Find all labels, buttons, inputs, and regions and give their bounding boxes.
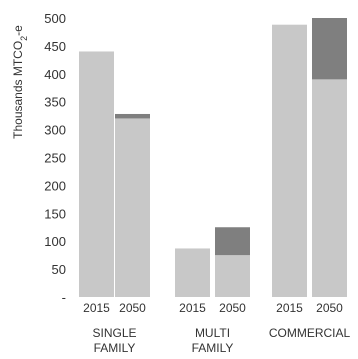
bars: [79, 18, 347, 298]
y-tick-label: 250: [44, 151, 66, 166]
y-axis-title-main: Thousands MTCO: [11, 41, 25, 139]
bar-base-segment: [115, 118, 150, 297]
y-tick-label: 400: [44, 67, 66, 82]
y-tick-label: 100: [44, 234, 66, 249]
y-tick-label: -: [62, 290, 66, 305]
group-label: SINGLE: [92, 326, 136, 340]
x-tick-year-label: 2015: [83, 301, 110, 315]
x-tick-year-label: 2050: [316, 301, 343, 315]
x-tick-year-label: 2015: [179, 301, 206, 315]
bar-base-segment: [215, 255, 250, 297]
y-axis-title-suffix: -e: [11, 25, 25, 36]
bar-base-segment: [312, 79, 347, 297]
y-axis-ticks: - 50 100 150 200 250 300 350 400 450 500: [44, 11, 66, 305]
group-label: MULTI: [195, 326, 230, 340]
x-tick-year-label: 2050: [219, 301, 246, 315]
group-label: COMMERCIAL: [269, 326, 351, 340]
y-axis-label: Thousands MTCO2-e: [11, 25, 29, 139]
y-axis-title: Thousands MTCO2-e: [11, 25, 29, 139]
y-tick-label: 200: [44, 178, 66, 193]
bar-base-segment: [272, 24, 307, 298]
y-axis-title-sub: 2: [19, 36, 29, 41]
y-tick-label: 350: [44, 95, 66, 110]
y-tick-label: 150: [44, 206, 66, 221]
bar-top-segment: [115, 113, 150, 119]
x-tick-year-label: 2015: [276, 301, 303, 315]
y-tick-label: 50: [52, 262, 66, 277]
x-axis-year-labels: 2015 2050 2015 2050 2015 2050: [83, 301, 343, 315]
group-label: FAMILY: [192, 341, 234, 355]
bar-top-segment: [312, 18, 347, 80]
bar-base-segment: [175, 248, 210, 297]
y-tick-label: 500: [44, 11, 66, 26]
bar-base-segment: [79, 51, 114, 298]
x-tick-year-label: 2050: [119, 301, 146, 315]
group-label: FAMILY: [94, 341, 136, 355]
bar-top-segment: [215, 227, 250, 256]
y-tick-label: 450: [44, 39, 66, 54]
y-tick-label: 300: [44, 123, 66, 138]
